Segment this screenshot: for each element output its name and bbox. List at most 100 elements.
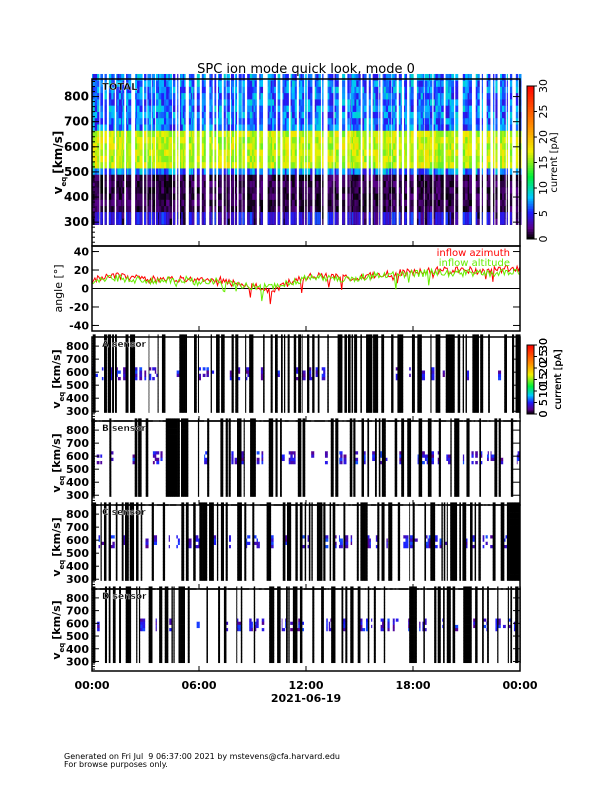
spectrogram-cell xyxy=(139,105,143,112)
spectrogram-cell xyxy=(227,130,230,138)
spectrogram-cell xyxy=(152,389,156,394)
spectrogram-cell xyxy=(144,347,147,351)
spectrogram-cell xyxy=(132,386,136,391)
spectrogram-cell xyxy=(331,149,334,156)
spectrogram-cell xyxy=(400,212,402,219)
spectrogram-cell xyxy=(259,136,261,144)
spectrogram-cell xyxy=(322,212,324,219)
spectrogram-cell xyxy=(148,86,152,94)
spectrogram-cell xyxy=(95,340,98,345)
spectrogram-cell xyxy=(161,383,165,387)
spectrogram-cell xyxy=(509,117,513,125)
spectrogram-cell xyxy=(123,396,126,400)
spectrogram-cell xyxy=(156,379,158,384)
spectrogram-cell xyxy=(404,99,406,106)
spectrogram-cell xyxy=(104,340,107,345)
spectrogram-cell xyxy=(118,174,122,182)
spectrogram-cell xyxy=(254,161,257,169)
spectrogram-cell xyxy=(368,73,371,81)
spectrogram-cell xyxy=(331,92,334,100)
spectrogram-cell xyxy=(121,80,123,87)
spectrogram-cell xyxy=(223,86,226,94)
spectrogram-cell xyxy=(316,212,319,225)
spectrogram-cell xyxy=(310,117,313,125)
spectrogram-cell xyxy=(435,149,439,156)
spectrogram-cell xyxy=(379,149,381,156)
spectrogram-cell xyxy=(469,143,472,150)
spectrogram-cell xyxy=(290,86,293,94)
spectrogram-cell xyxy=(130,334,133,338)
spectrogram-cell xyxy=(290,80,293,87)
spectrogram-cell xyxy=(424,168,428,175)
spectrogram-cell xyxy=(235,86,238,94)
spectrogram-cell xyxy=(307,149,311,156)
spectrogram-cell xyxy=(137,193,140,200)
panel-label: TOTAL xyxy=(102,82,138,93)
spectrogram-cell xyxy=(148,353,150,358)
spectrogram-cell xyxy=(111,366,113,371)
spectrogram-cell xyxy=(152,370,156,374)
spectrogram-cell xyxy=(350,73,352,81)
spectrogram-cell xyxy=(356,161,359,169)
spectrogram-cell xyxy=(201,73,205,81)
spectrogram-cell xyxy=(231,136,235,144)
spectrogram-cell xyxy=(351,124,354,131)
spectrogram-cell xyxy=(515,199,519,207)
spectrogram-cell xyxy=(429,124,431,131)
spectrogram-cell xyxy=(156,117,159,125)
spectrogram-cell xyxy=(144,386,147,391)
spectrogram-cell xyxy=(422,174,425,182)
spectrogram-cell xyxy=(467,92,470,100)
spectrogram-cell xyxy=(318,168,321,175)
spectrogram-cell xyxy=(445,111,449,119)
spectrogram-cell xyxy=(179,86,182,94)
spectrogram-cell xyxy=(336,155,339,163)
spectrogram-cell xyxy=(112,344,115,348)
spectrogram-cell xyxy=(298,80,301,87)
spectrogram-cell xyxy=(354,212,357,225)
spectrogram-cell xyxy=(181,360,184,364)
spectrogram-cell xyxy=(286,105,289,112)
spectrogram-cell xyxy=(111,199,114,207)
spectrogram-cell xyxy=(214,117,217,125)
spectrogram-cell xyxy=(209,117,212,125)
spectrogram-cell xyxy=(356,80,359,87)
colorbar-segment xyxy=(527,149,534,153)
spectrogram-cell xyxy=(184,186,186,194)
spectrogram-cell xyxy=(501,105,505,112)
spectrogram-cell xyxy=(393,193,396,200)
spectrogram-cell xyxy=(201,111,205,119)
spectrogram-cell xyxy=(495,205,498,213)
colorbar-segment xyxy=(527,165,534,169)
spectrogram-cell xyxy=(409,193,411,200)
spectrogram-cell xyxy=(161,402,165,407)
spectrogram-cell xyxy=(148,402,150,407)
spectrogram-cell xyxy=(391,80,394,87)
spectrogram-cell xyxy=(249,193,253,200)
spectrogram-cell xyxy=(475,149,478,156)
spectrogram-cell xyxy=(131,379,134,384)
spectrogram-cell xyxy=(116,205,118,213)
spectrogram-cell xyxy=(254,212,257,219)
spectrogram-cell xyxy=(94,337,96,342)
spectrogram-cell xyxy=(283,193,286,200)
spectrogram-cell xyxy=(451,92,455,100)
spectrogram-cell xyxy=(515,105,519,112)
spectrogram-cell xyxy=(192,149,194,156)
spectrogram-cell xyxy=(418,117,421,125)
spectrogram-cell xyxy=(191,180,193,188)
spectrogram-cell xyxy=(284,136,287,144)
spectrogram-cell xyxy=(409,199,411,207)
spectrogram-cell xyxy=(269,80,271,87)
spectrogram-cell xyxy=(223,99,226,106)
spectrogram-cell xyxy=(356,86,359,94)
spectrogram-cell xyxy=(391,205,394,213)
spectrogram-cell xyxy=(193,124,195,131)
spectrogram-cell xyxy=(290,117,293,125)
spectrogram-cell xyxy=(149,373,152,378)
spectrogram-cell xyxy=(147,149,150,156)
spectrogram-cell xyxy=(177,99,179,106)
spectrogram-cell xyxy=(322,136,324,144)
spectrogram-cell xyxy=(131,344,134,348)
spectrogram-cell xyxy=(156,111,159,119)
